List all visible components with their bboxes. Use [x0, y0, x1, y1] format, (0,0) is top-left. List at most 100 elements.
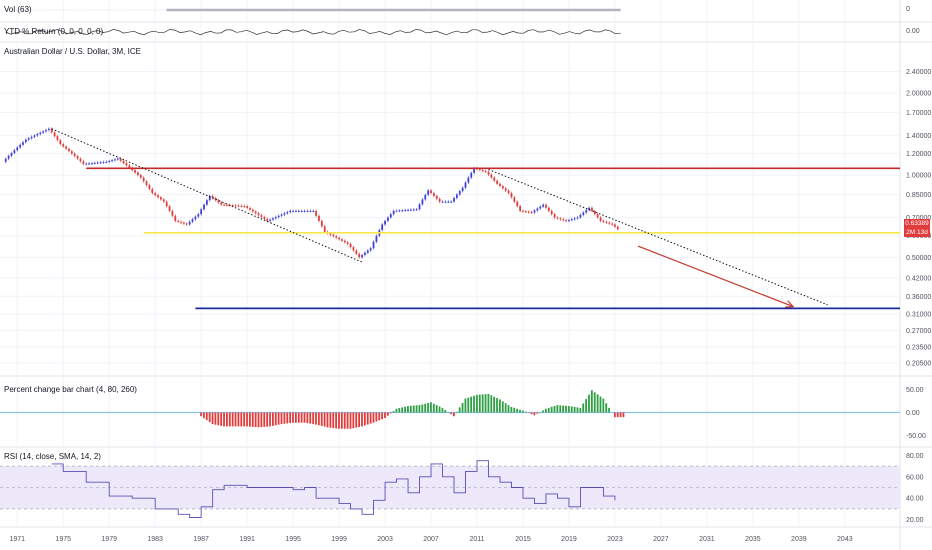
pct-change-bar [453, 412, 455, 417]
price-candle-body [481, 170, 484, 172]
price-candle-body [427, 190, 430, 195]
pct-change-bar [378, 412, 381, 421]
price-candle-body [116, 158, 119, 160]
price-candle-body [450, 201, 453, 203]
pct-change-bar [530, 412, 533, 415]
price-candle-body [88, 163, 90, 165]
price-candle-body [306, 210, 309, 212]
pct-change-bar [550, 406, 553, 413]
price-candle-body [562, 219, 565, 221]
pct-change-bar [553, 406, 556, 413]
price-candle-body [7, 155, 10, 159]
pct-change-bar [246, 412, 248, 427]
x-tick-label: 2027 [653, 536, 669, 543]
x-tick-label: 2023 [607, 536, 623, 543]
price-candle-body [570, 219, 573, 221]
x-tick-label: 1971 [9, 536, 25, 543]
price-candle-body [464, 182, 467, 188]
price-candle-body [180, 221, 182, 223]
price-candle-body [114, 159, 116, 161]
price-candle-body [605, 221, 608, 223]
price-candle-body [217, 200, 220, 203]
pct-change-bar [619, 412, 622, 418]
pct-change-bar [320, 412, 323, 426]
pct-change-bar [223, 412, 225, 427]
price-candle-body [194, 216, 197, 220]
price-candle-body [277, 215, 280, 218]
price-candle-body [392, 210, 395, 215]
price-candle-body [513, 197, 516, 202]
pct-change-bar [605, 403, 608, 413]
price-candle-body [412, 209, 415, 211]
pct-change-bar [513, 407, 516, 413]
price-candle-body [593, 210, 596, 215]
pct-change-bar [205, 412, 208, 421]
pct-change-bar [616, 412, 619, 418]
pct-change-bar [438, 406, 441, 413]
price-candle-body [42, 131, 45, 133]
price-candle-body [522, 210, 524, 212]
price-candle-body [504, 188, 507, 191]
price-candle-body [582, 212, 585, 215]
pct-change-bar [458, 407, 461, 413]
volume-axis-value: 0 [906, 6, 910, 13]
pct-change-bar [286, 412, 289, 424]
price-candle-body [576, 217, 579, 219]
price-candle-body [68, 148, 70, 152]
pct-change-bar [467, 397, 470, 413]
price-candle-body [220, 202, 223, 205]
price-candle-body [524, 211, 527, 213]
price-candle-body [292, 210, 295, 212]
pct-change-bar [536, 412, 539, 414]
pct-change-bar [251, 412, 254, 427]
pct-change-bar [323, 412, 326, 427]
price-candle-body [447, 201, 450, 203]
rsi-pane-label: RSI (14, close, SMA, 14, 2) [4, 452, 101, 461]
pct-change-bar [372, 412, 375, 423]
price-candle-body [542, 204, 545, 207]
price-candle-body [335, 236, 338, 238]
x-tick-label: 1991 [239, 536, 255, 543]
pct-change-bar [346, 412, 349, 429]
price-candle-body [154, 193, 157, 196]
price-candle-body [484, 170, 487, 172]
price-candle-body [418, 204, 421, 210]
price-candle-body [22, 142, 24, 145]
price-candle-body [355, 250, 358, 254]
pct-change-bar [211, 412, 214, 425]
pct-change-bar [384, 412, 386, 419]
pct-change-bar [424, 403, 427, 413]
pct-change-bar [363, 412, 366, 426]
x-tick-label: 2003 [377, 536, 393, 543]
price-candle-body [401, 210, 404, 212]
price-candle-body [274, 217, 277, 219]
x-tick-label: 1995 [285, 536, 301, 543]
price-candle-body [372, 241, 375, 249]
pct-change-bar [257, 412, 260, 428]
price-candle-body [461, 187, 464, 192]
pct-change-bar [401, 407, 404, 413]
pct-change-bar [269, 412, 271, 427]
price-candle-body [188, 221, 191, 225]
price-candle-body [433, 193, 435, 196]
price-candle-body [177, 220, 180, 222]
price-candle-body [467, 177, 470, 183]
pct-change-bar [271, 412, 274, 426]
price-candle-body [303, 210, 306, 212]
price-candle-body [295, 210, 297, 212]
price-candle-body [387, 217, 389, 221]
pct-change-bar [243, 412, 246, 427]
price-candle-body [246, 206, 249, 208]
price-candle-body [266, 218, 269, 221]
pct-change-bar [303, 412, 306, 423]
price-candle-body [142, 177, 145, 182]
price-candle-body [82, 161, 85, 164]
pct-change-bar [292, 412, 294, 423]
price-candle-body [203, 204, 205, 210]
price-candle-body [389, 214, 392, 218]
price-candle-body [257, 213, 260, 216]
price-candle-body [134, 170, 136, 173]
pct-change-bar [487, 393, 490, 413]
price-candle-body [441, 201, 444, 203]
pct-change-bar [476, 394, 478, 413]
